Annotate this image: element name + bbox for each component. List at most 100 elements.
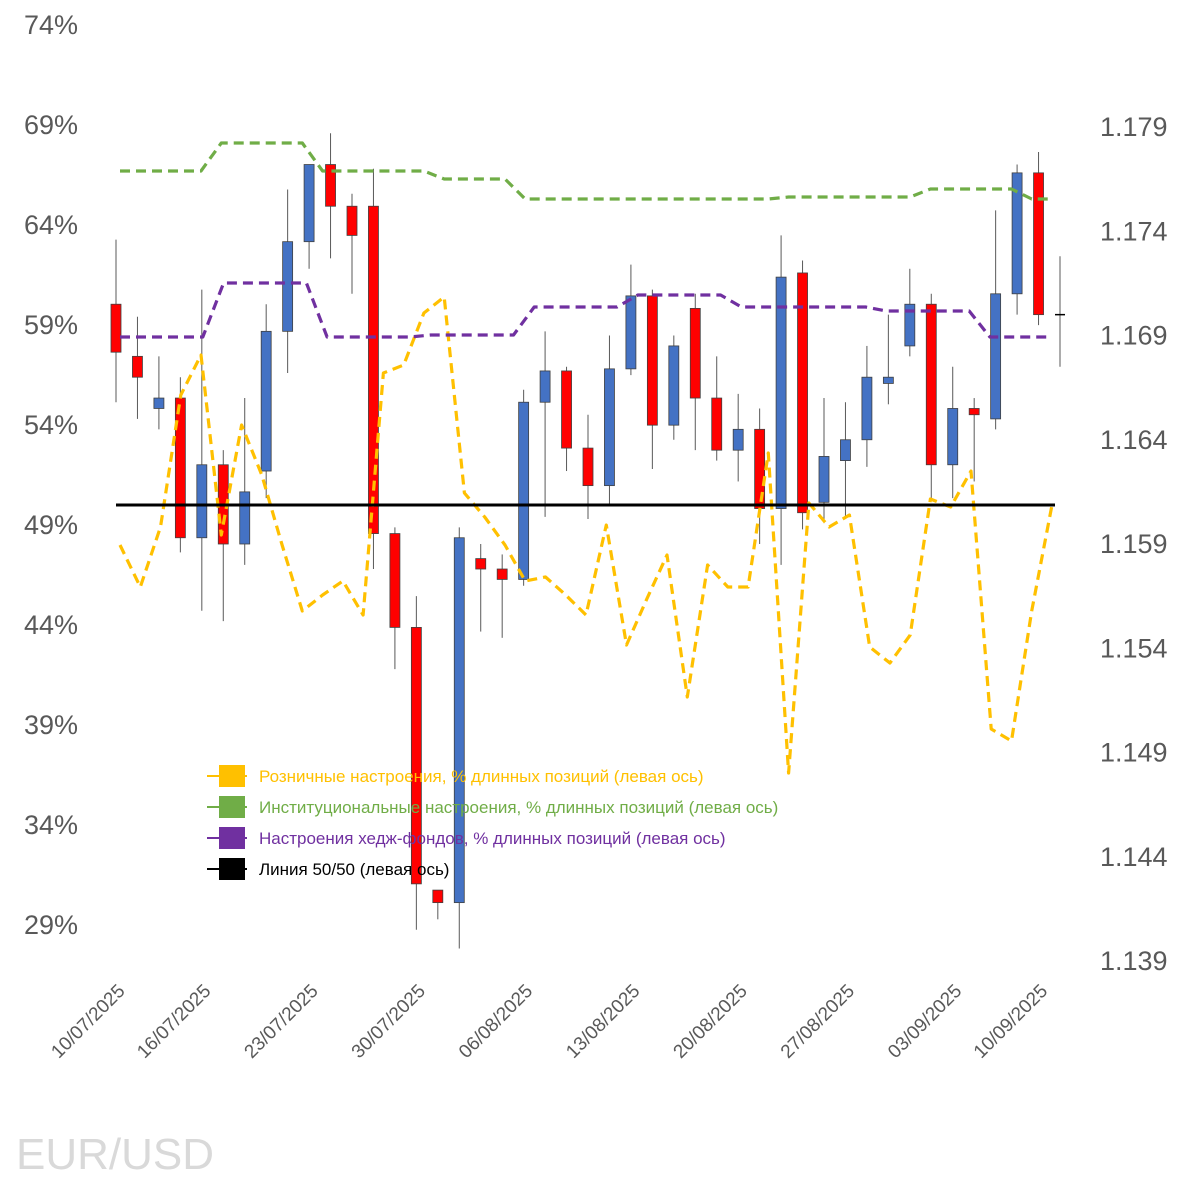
candle (561, 366, 572, 472)
legend-swatch (219, 858, 245, 880)
candle (303, 164, 315, 269)
y-left-tick-label: 44% (24, 610, 78, 640)
candle (604, 335, 615, 507)
candle-body (840, 439, 851, 462)
candle-body (668, 345, 680, 426)
candle (110, 239, 122, 403)
candle (410, 596, 422, 930)
legend: Розничные настроения, % длинных позиций … (207, 765, 778, 880)
x-tick-label: 27/08/2025 (777, 981, 859, 1063)
candle (475, 544, 487, 632)
candle (325, 133, 336, 259)
legend-label: Институциональные настроения, % длинных … (259, 798, 778, 817)
candle-body (325, 164, 336, 207)
candle (668, 335, 680, 440)
candle-body (174, 397, 186, 539)
candle (1055, 256, 1065, 367)
candle-body (904, 303, 916, 347)
candle-body (1033, 172, 1044, 316)
y-right-tick-label: 1.174 (1100, 216, 1168, 246)
y-left-tick-label: 64% (24, 210, 78, 240)
candle (861, 345, 873, 467)
x-tick-label: 23/07/2025 (241, 981, 323, 1063)
candle-body (582, 447, 594, 487)
y-right-tick-label: 1.164 (1100, 425, 1168, 455)
candle-body (646, 295, 658, 426)
candle-body (818, 456, 830, 503)
candle-body (1011, 172, 1023, 295)
candle-body (368, 205, 379, 534)
candle-body (861, 376, 873, 441)
series-line (118, 295, 1054, 775)
y-right-tick-label: 1.159 (1100, 529, 1168, 559)
y-axis-left-ticks: 74% 69% 64% 59% 54% 49% 44% 39% 34% 29% (24, 10, 78, 940)
candle (368, 168, 379, 570)
candle-body (968, 408, 980, 416)
series-line (120, 281, 1052, 339)
y-left-tick-label: 49% (24, 510, 78, 540)
legend-item: Розничные настроения, % длинных позиций … (207, 765, 704, 787)
y-left-tick-label: 34% (24, 810, 78, 840)
y-left-tick-label: 59% (24, 310, 78, 340)
candle-body (797, 272, 808, 514)
candle-body (432, 889, 444, 904)
candle (282, 189, 294, 374)
y-left-tick-label: 29% (24, 910, 78, 940)
candle-body (410, 627, 422, 885)
y-right-tick-label: 1.169 (1100, 321, 1168, 351)
candle-body (947, 408, 959, 466)
candle (260, 304, 272, 499)
x-tick-label: 06/08/2025 (455, 981, 537, 1063)
candle-body (711, 397, 723, 451)
candle (539, 331, 551, 517)
candle (990, 210, 1002, 430)
candle-body (625, 295, 637, 370)
legend-label: Розничные настроения, % длинных позиций … (259, 767, 704, 786)
y-right-tick-label: 1.139 (1100, 946, 1168, 976)
candle-body (110, 303, 122, 353)
candle-body (732, 428, 744, 451)
candlestick-series (110, 133, 1065, 949)
candle-body (689, 307, 701, 399)
candle (496, 554, 508, 638)
y-right-tick-label: 1.149 (1100, 738, 1168, 768)
y-left-tick-label: 69% (24, 110, 78, 140)
y-right-tick-label: 1.179 (1100, 112, 1168, 142)
candle (646, 289, 658, 469)
candle-body (882, 376, 894, 384)
candle-body (153, 397, 165, 409)
y-right-tick-label: 1.144 (1100, 842, 1168, 872)
candle-body (132, 355, 143, 378)
candle-body (389, 533, 401, 628)
candle (1011, 164, 1023, 315)
candle (797, 260, 808, 530)
sentiment-lines (116, 141, 1055, 775)
series-line (120, 141, 1052, 201)
candle (1033, 152, 1044, 326)
y-left-tick-label: 39% (24, 710, 78, 740)
legend-item: Линия 50/50 (левая ось) (207, 858, 449, 880)
candle-body (303, 164, 315, 243)
candle (840, 402, 851, 519)
legend-swatch (219, 827, 245, 849)
candle (217, 450, 229, 622)
candle (389, 527, 401, 670)
candle (174, 377, 186, 553)
legend-label: Настроения хедж-фондов, % длинных позици… (259, 829, 726, 848)
candle-body (496, 568, 508, 580)
legend-label: Линия 50/50 (левая ось) (259, 860, 449, 879)
candle-body (561, 370, 572, 449)
y-left-tick-label: 74% (24, 10, 78, 40)
candle-body (239, 491, 251, 545)
candle (968, 398, 980, 482)
candle (518, 389, 530, 586)
x-tick-label: 20/08/2025 (670, 981, 752, 1063)
x-tick-label: 10/07/2025 (47, 981, 129, 1063)
candle (196, 289, 208, 611)
candle (947, 366, 959, 499)
candle-body (775, 276, 787, 509)
candle (925, 293, 937, 499)
candle (818, 398, 830, 524)
y-right-tick-label: 1.154 (1100, 633, 1168, 663)
